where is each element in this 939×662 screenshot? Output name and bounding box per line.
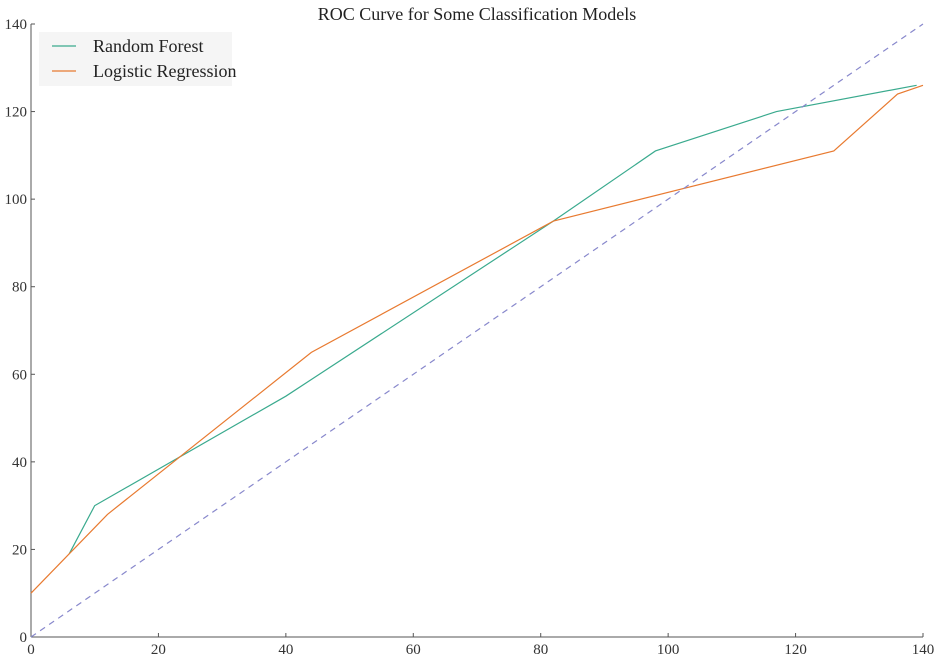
x-tick-label: 0 — [27, 642, 35, 658]
y-tick-label: 80 — [12, 280, 27, 296]
x-tick-label: 140 — [912, 642, 935, 658]
x-tick-label: 100 — [657, 642, 680, 658]
legend-label: Random Forest — [93, 36, 204, 56]
diagonal-reference-line — [30, 23, 924, 638]
axes: 0 20 40 60 80 100 120 140 0 20 40 60 80 100 120 140 — [5, 17, 935, 658]
x-tick-label: 120 — [784, 642, 807, 658]
y-tick-label: 0 — [20, 630, 28, 646]
series-line-logistic-regression — [30, 84, 924, 594]
y-tick-label: 20 — [12, 542, 27, 558]
y-tick-label: 120 — [5, 105, 28, 121]
y-tick-label: 60 — [12, 367, 27, 383]
x-tick-label: 40 — [278, 642, 293, 658]
x-tick-label: 20 — [151, 642, 166, 658]
chart-title: ROC Curve for Some Classification Models — [318, 4, 636, 24]
series-lines — [30, 23, 924, 638]
y-tick-label: 100 — [5, 192, 28, 208]
series-line-random-forest — [68, 84, 917, 555]
x-tick-label: 60 — [406, 642, 421, 658]
legend-label: Logistic Regression — [93, 61, 236, 81]
legend-box — [39, 32, 232, 86]
y-tick-label: 140 — [5, 17, 28, 33]
x-tick-label: 80 — [533, 642, 548, 658]
legend: Random Forest Logistic Regression — [39, 32, 236, 86]
y-tick-label: 40 — [12, 455, 27, 471]
